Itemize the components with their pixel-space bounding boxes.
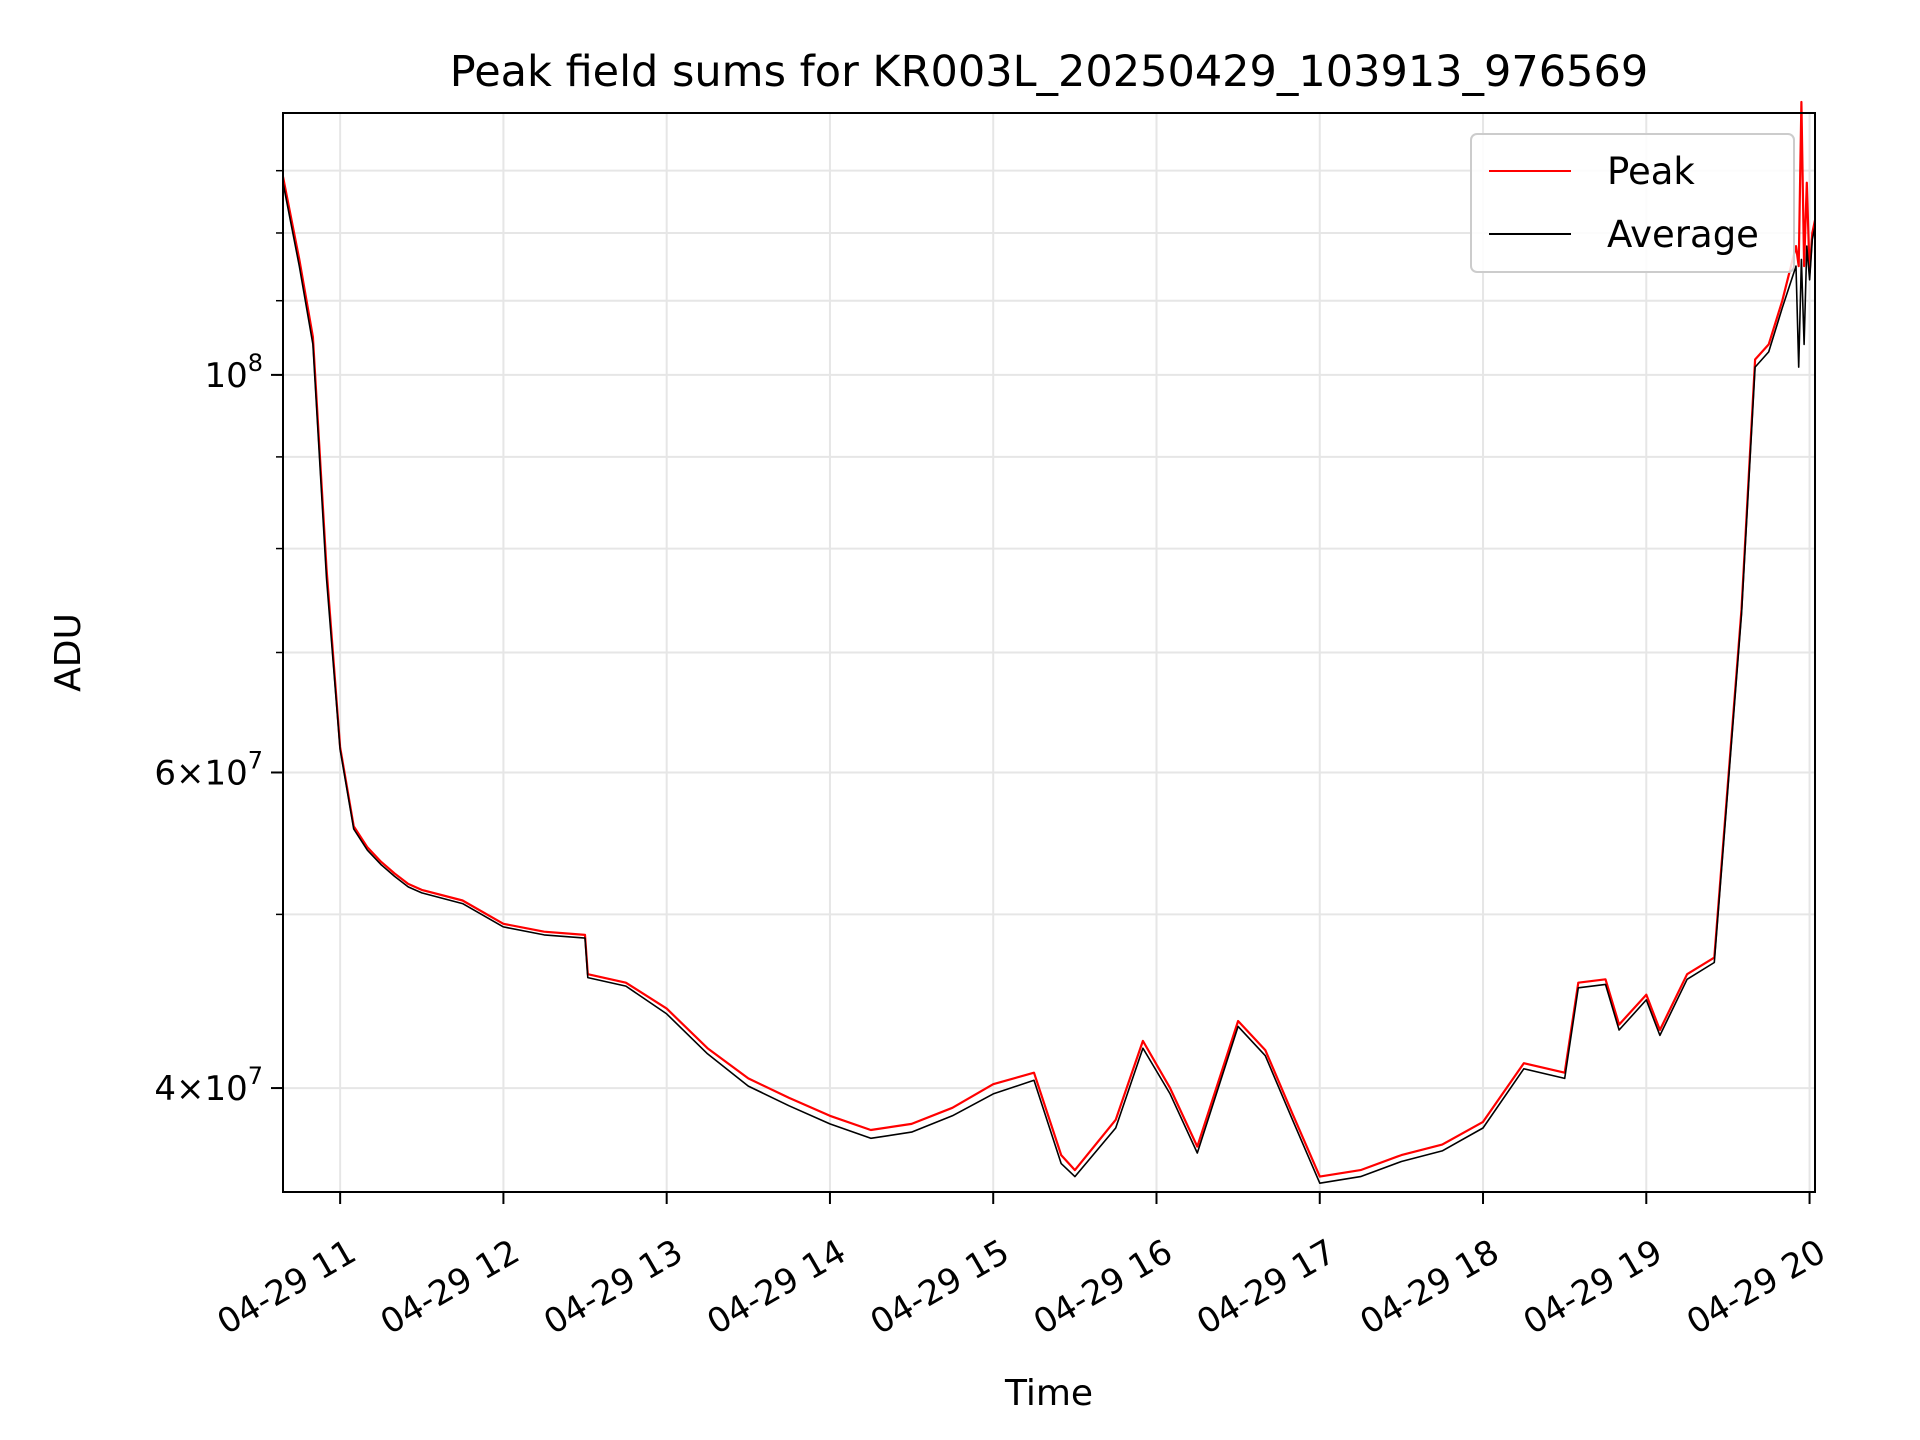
legend: Peak Average bbox=[1470, 133, 1795, 273]
y-tick-label: 4×107 bbox=[154, 1062, 263, 1109]
y-axis-label: ADU bbox=[48, 613, 89, 692]
y-tick-mantissa: 4 bbox=[154, 1069, 176, 1109]
legend-label-peak: Peak bbox=[1607, 150, 1695, 193]
y-tick-exponent: 8 bbox=[248, 349, 263, 377]
plot-area bbox=[281, 100, 1817, 1184]
series-line-average bbox=[282, 182, 1816, 1184]
y-tick-mantissa: 6 bbox=[154, 753, 176, 793]
legend-label-average: Average bbox=[1607, 213, 1759, 256]
y-tick-label: 108 bbox=[204, 349, 263, 396]
y-tick-times: ×10 bbox=[176, 753, 248, 793]
legend-box bbox=[1470, 133, 1795, 273]
y-tick-exponent: 7 bbox=[248, 746, 263, 774]
y-tick-base: 10 bbox=[204, 356, 247, 396]
y-tick-label: 6×107 bbox=[154, 746, 263, 793]
x-axis-label: Time bbox=[1004, 1373, 1093, 1414]
chart-title: Peak field sums for KR003L_20250429_1039… bbox=[450, 47, 1648, 97]
y-tick-exponent: 7 bbox=[248, 1062, 263, 1090]
y-tick-times: ×10 bbox=[176, 1069, 248, 1109]
